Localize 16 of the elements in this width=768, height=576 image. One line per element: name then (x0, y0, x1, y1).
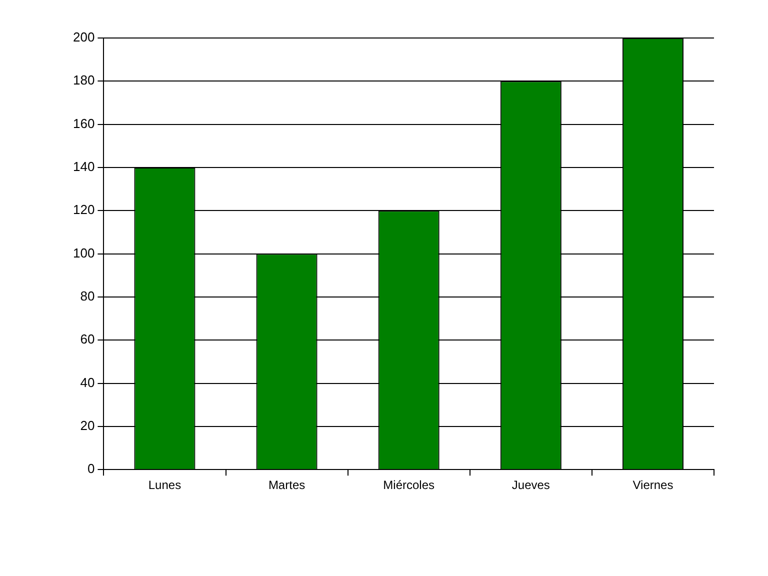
x-tick-label: Martes (268, 478, 306, 492)
x-tick-label: Lunes (148, 478, 182, 492)
y-tick-label: 180 (72, 72, 95, 88)
y-tick-label: 140 (72, 159, 95, 174)
x-tick-label: Viernes (632, 478, 674, 492)
y-tick-label: 200 (72, 30, 95, 45)
x-tick-label: Jueves (512, 478, 550, 492)
y-tick-label: 60 (80, 332, 95, 347)
y-tick-label: 0 (87, 461, 95, 476)
x-tick-label: Miércoles (383, 478, 435, 492)
y-tick-label: 80 (80, 288, 95, 304)
y-tick-label: 40 (80, 374, 95, 390)
y-tick-label: 100 (72, 245, 95, 260)
y-tick-label: 20 (80, 418, 95, 434)
y-tick-label: 120 (72, 202, 95, 218)
y-tick-label: 160 (72, 116, 95, 131)
